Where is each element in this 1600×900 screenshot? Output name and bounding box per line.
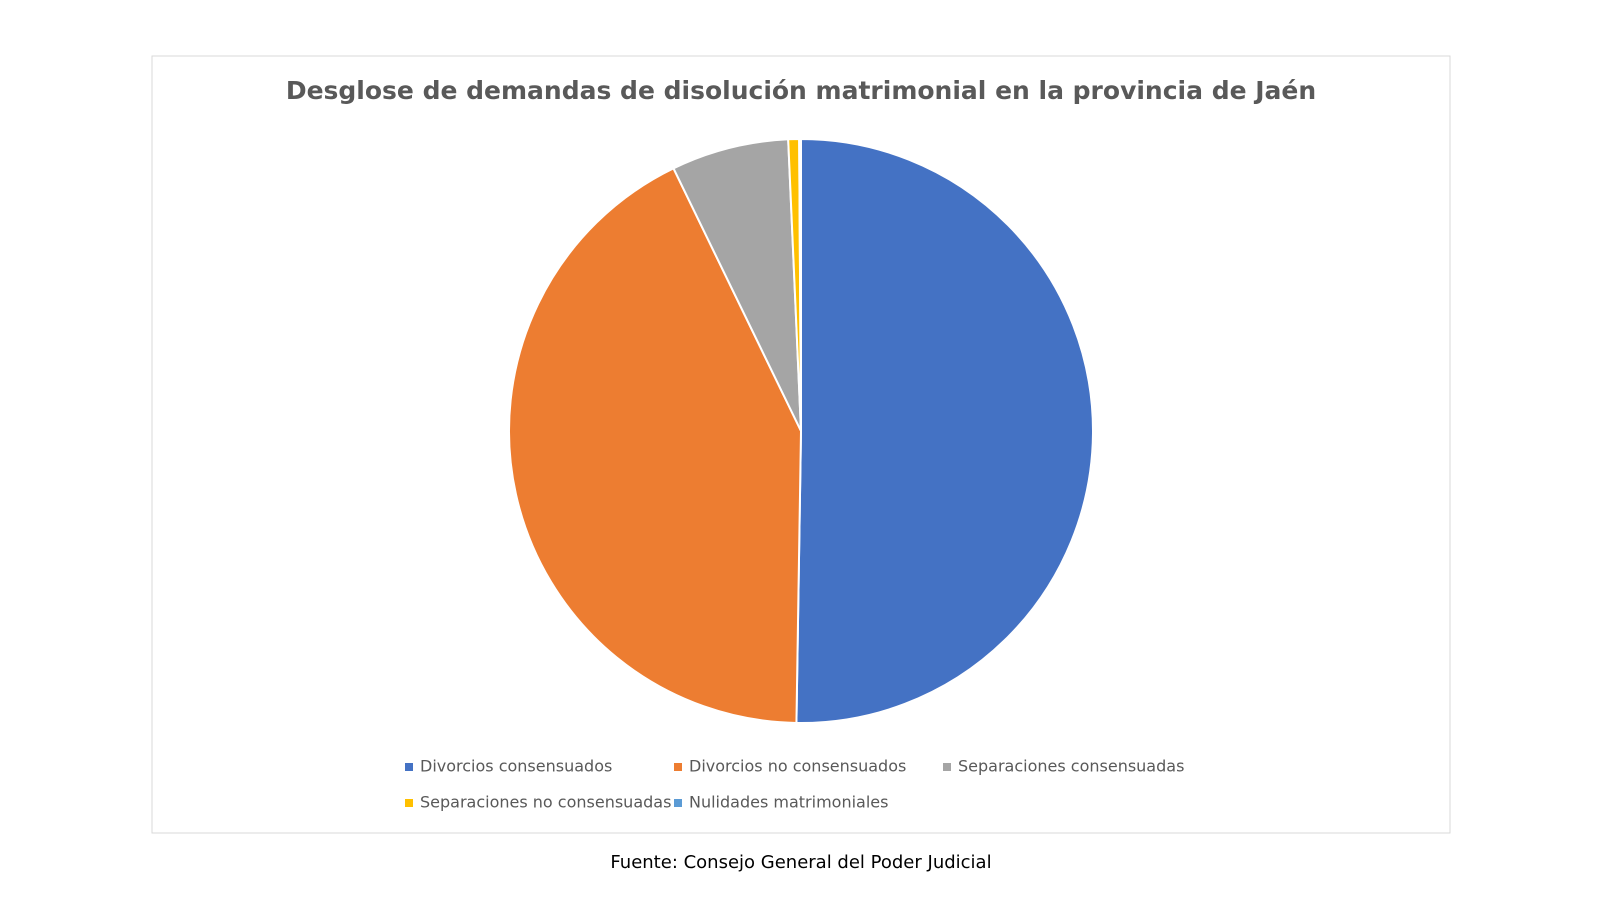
legend-label: Separaciones consensuadas: [958, 757, 1184, 776]
legend-label: Nulidades matrimoniales: [689, 793, 888, 812]
legend-swatch: [674, 799, 682, 807]
pie-slice: [508, 166, 803, 724]
pie-slice: [795, 137, 1094, 724]
chart-title: Desglose de demandas de disolución matri…: [286, 76, 1316, 105]
pie-slice: [798, 137, 802, 432]
legend-label: Divorcios consensuados: [420, 757, 612, 776]
legend-swatch: [674, 763, 682, 771]
legend-swatch: [405, 799, 413, 807]
pie-slice: [672, 138, 802, 432]
legend-label: Separaciones no consensuadas: [420, 793, 671, 812]
source-note: Fuente: Consejo General del Poder Judici…: [610, 852, 991, 873]
legend-swatch: [943, 763, 951, 771]
legend-label: Divorcios no consensuados: [689, 757, 906, 776]
legend-swatch: [405, 763, 413, 771]
